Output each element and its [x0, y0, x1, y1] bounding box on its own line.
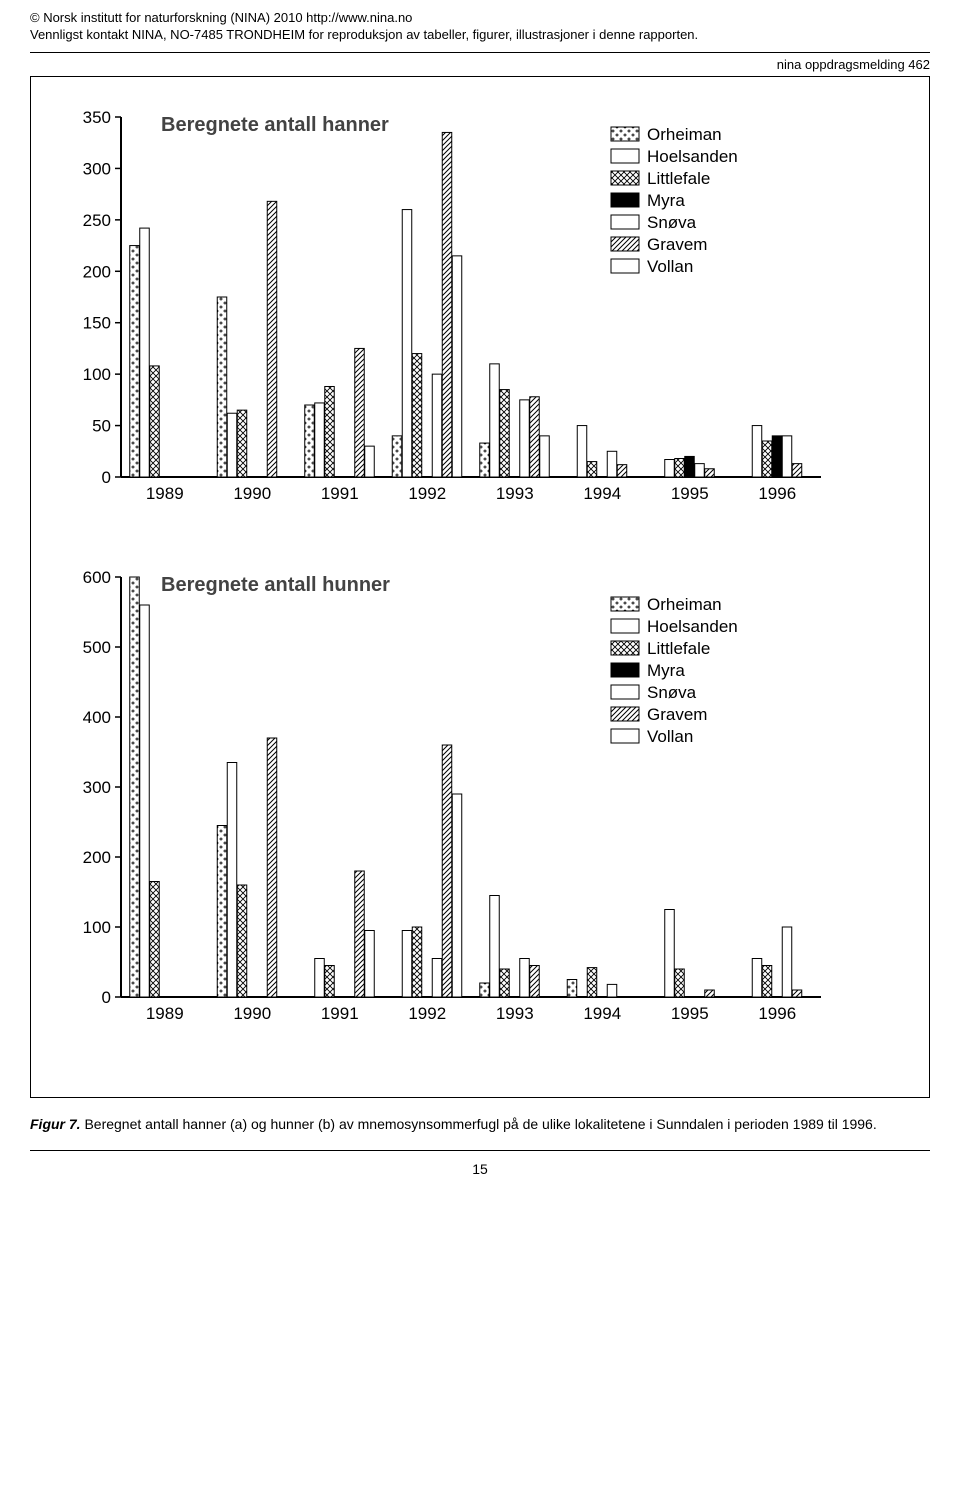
- svg-text:Snøva: Snøva: [647, 213, 697, 232]
- svg-text:200: 200: [83, 848, 111, 867]
- figure-caption: Figur 7. Beregnet antall hanner (a) og h…: [30, 1116, 930, 1132]
- svg-text:100: 100: [83, 918, 111, 937]
- svg-text:Hoelsanden: Hoelsanden: [647, 147, 738, 166]
- svg-text:0: 0: [102, 468, 111, 487]
- svg-text:300: 300: [83, 159, 111, 178]
- header-line-1: © Norsk institutt for naturforskning (NI…: [30, 10, 930, 27]
- svg-text:Orheiman: Orheiman: [647, 595, 722, 614]
- svg-text:1991: 1991: [321, 1004, 359, 1023]
- svg-text:Vollan: Vollan: [647, 727, 693, 746]
- svg-text:100: 100: [83, 365, 111, 384]
- header-line-2: Vennligst kontakt NINA, NO-7485 TRONDHEI…: [30, 27, 930, 44]
- divider-bottom: [30, 1150, 930, 1151]
- svg-text:Gravem: Gravem: [647, 705, 707, 724]
- svg-text:600: 600: [83, 568, 111, 587]
- svg-text:300: 300: [83, 778, 111, 797]
- svg-text:1995: 1995: [671, 1004, 709, 1023]
- svg-text:Vollan: Vollan: [647, 257, 693, 276]
- svg-text:Hoelsanden: Hoelsanden: [647, 617, 738, 636]
- svg-text:1990: 1990: [233, 1004, 271, 1023]
- svg-text:1990: 1990: [233, 484, 271, 503]
- svg-text:Snøva: Snøva: [647, 683, 697, 702]
- svg-text:1989: 1989: [146, 1004, 184, 1023]
- svg-text:250: 250: [83, 211, 111, 230]
- svg-text:1994: 1994: [583, 484, 621, 503]
- divider-top: [30, 52, 930, 53]
- svg-text:1993: 1993: [496, 1004, 534, 1023]
- svg-text:1992: 1992: [408, 1004, 446, 1023]
- page-number: 15: [30, 1161, 930, 1177]
- svg-text:1989: 1989: [146, 484, 184, 503]
- svg-text:400: 400: [83, 708, 111, 727]
- svg-text:Beregnete antall hanner: Beregnete antall hanner: [161, 114, 389, 136]
- svg-text:200: 200: [83, 262, 111, 281]
- svg-text:Littlefale: Littlefale: [647, 639, 710, 658]
- caption-lead: Figur 7.: [30, 1116, 81, 1132]
- svg-text:1996: 1996: [758, 1004, 796, 1023]
- svg-text:Myra: Myra: [647, 191, 685, 210]
- caption-rest: Beregnet antall hanner (a) og hunner (b)…: [81, 1116, 877, 1132]
- svg-text:1991: 1991: [321, 484, 359, 503]
- svg-text:Gravem: Gravem: [647, 235, 707, 254]
- svg-text:Myra: Myra: [647, 661, 685, 680]
- svg-text:0: 0: [102, 988, 111, 1007]
- svg-text:1994: 1994: [583, 1004, 621, 1023]
- svg-text:Orheiman: Orheiman: [647, 125, 722, 144]
- chart-hunner: 0 100 200 300 400 500 600 Beregnete antall hunn…: [51, 557, 909, 1037]
- svg-text:500: 500: [83, 638, 111, 657]
- svg-text:350: 350: [83, 108, 111, 127]
- svg-text:Littlefale: Littlefale: [647, 169, 710, 188]
- svg-text:50: 50: [92, 416, 111, 435]
- svg-text:Beregnete antall hunner: Beregnete antall hunner: [161, 574, 390, 596]
- report-id: nina oppdragsmelding 462: [30, 57, 930, 72]
- chart-hanner: 0 50 100 150 200 250 300 350 Beregnete antall ha…: [51, 97, 909, 517]
- charts-panel: 0 50 100 150 200 250 300 350 Beregnete antall ha…: [30, 76, 930, 1098]
- svg-text:1996: 1996: [758, 484, 796, 503]
- svg-text:1995: 1995: [671, 484, 709, 503]
- svg-text:1993: 1993: [496, 484, 534, 503]
- svg-text:150: 150: [83, 313, 111, 332]
- svg-text:1992: 1992: [408, 484, 446, 503]
